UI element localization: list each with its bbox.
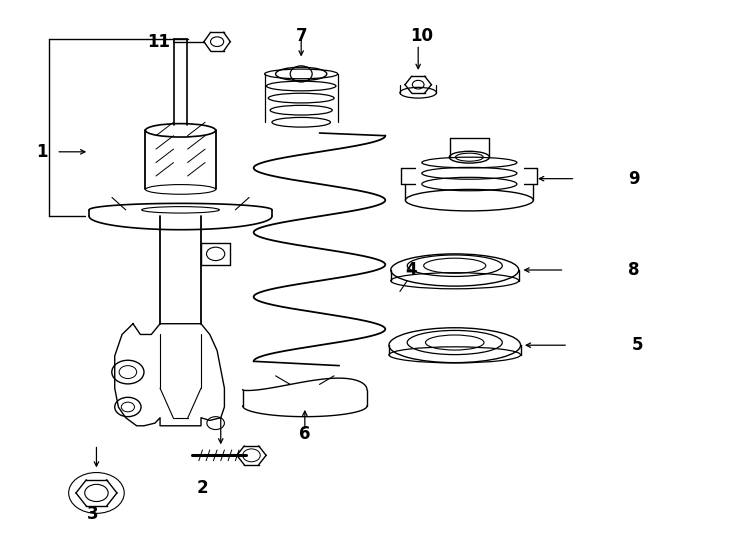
Text: 7: 7 [295,28,307,45]
Text: 2: 2 [197,478,208,497]
Text: 8: 8 [628,261,639,279]
Text: 5: 5 [632,336,643,354]
Text: 1: 1 [36,143,48,161]
Text: 9: 9 [628,170,640,188]
Text: 4: 4 [405,261,417,279]
Text: 11: 11 [147,33,170,51]
Text: 10: 10 [410,28,433,45]
Text: 3: 3 [87,505,98,523]
Text: 6: 6 [299,425,310,443]
